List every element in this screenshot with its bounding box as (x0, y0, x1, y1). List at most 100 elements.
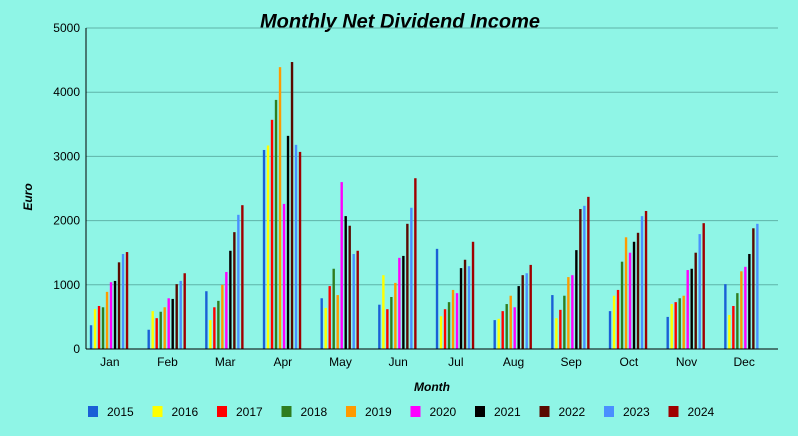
legend-label: 2020 (430, 405, 457, 419)
bar-2019-Oct (624, 237, 628, 349)
bar-2019-Dec (740, 271, 743, 349)
legend-swatch (281, 406, 292, 417)
bar-2022-Feb (175, 284, 178, 349)
legend-label: 2016 (172, 405, 199, 419)
bar-2018-Dec (736, 293, 739, 349)
bar-2022-Nov (694, 252, 697, 349)
bar-2015-Feb (147, 329, 150, 349)
bar-2023-Aug (525, 273, 528, 349)
bar-2015-Aug (493, 320, 496, 349)
bar-2022-Apr (290, 62, 294, 349)
bar-2023-Oct (640, 216, 644, 349)
bar-2016-Jul (439, 316, 443, 349)
legend-label: 2022 (559, 405, 586, 419)
bar-2022-Jan (117, 262, 121, 349)
bar-2015-Jun (378, 304, 381, 349)
bar-2019-Sep (567, 277, 570, 349)
bar-2018-Jun (390, 296, 393, 349)
bar-2016-Nov (670, 304, 673, 349)
y-tick-label: 0 (73, 342, 80, 356)
bar-2023-Jan (121, 253, 125, 349)
bar-2020-Sep (571, 275, 574, 349)
x-tick-label: Dec (733, 355, 754, 369)
bar-2018-Oct (620, 261, 624, 349)
bar-2015-May (320, 298, 323, 349)
bar-2024-Jul (471, 241, 475, 349)
legend-swatch (475, 406, 485, 417)
legend-label: 2023 (623, 405, 650, 419)
legend-swatch (152, 406, 163, 417)
bar-2015-Dec (724, 284, 727, 349)
bar-2022-Oct (636, 232, 640, 349)
bar-2020-Jul (455, 293, 459, 349)
bar-2021-Feb (171, 298, 174, 349)
bar-2022-Mar (233, 232, 236, 349)
legend-swatch (668, 406, 679, 417)
bar-2024-May (356, 250, 359, 349)
bar-2017-May (328, 286, 331, 349)
bar-2019-Feb (163, 307, 166, 349)
legend-label: 2017 (236, 405, 263, 419)
bar-2018-Aug (505, 304, 508, 349)
bar-2023-Apr (294, 144, 298, 349)
bar-2022-Dec (752, 228, 755, 349)
bar-2020-Dec (744, 266, 747, 349)
legend-label: 2021 (494, 405, 521, 419)
bar-2020-Nov (686, 270, 689, 349)
bar-2021-Apr (286, 135, 290, 349)
y-tick-label: 4000 (53, 85, 80, 99)
y-axis-label: Euro (21, 183, 35, 210)
bar-2018-Sep (563, 295, 566, 349)
bar-2019-Jul (451, 289, 455, 349)
bar-2016-Sep (555, 318, 558, 349)
bar-2016-Dec (728, 314, 731, 349)
bar-2017-Sep (559, 309, 562, 349)
bar-2020-May (340, 182, 343, 349)
bar-2024-Apr (298, 151, 302, 349)
bar-2023-Dec (756, 223, 759, 349)
bar-2016-Mar (209, 320, 212, 349)
legend: 2015 2016 2017 2018 2019 2020 2021 2022 2023 2024 (88, 405, 715, 419)
bar-2022-Jul (463, 259, 467, 349)
bar-2023-Feb (179, 280, 182, 349)
bar-2015-Jul (435, 248, 439, 349)
x-tick-label: Apr (273, 355, 292, 369)
bar-2023-Sep (583, 205, 586, 349)
bar-2020-Jan (109, 282, 113, 349)
bar-2015-Sep (551, 295, 554, 349)
bar-2019-Apr (278, 67, 282, 350)
bar-2020-Apr (282, 203, 286, 349)
legend-label: 2018 (301, 405, 328, 419)
bar-2022-Sep (579, 209, 582, 349)
bar-2016-Jun (382, 275, 385, 349)
bar-2016-Aug (497, 318, 500, 349)
bar-2016-May (324, 307, 327, 349)
bar-2015-Jan (89, 325, 93, 349)
chart-title: Monthly Net Dividend Income (260, 11, 540, 33)
legend-swatch (539, 406, 550, 417)
bar-2017-Oct (616, 289, 620, 349)
bar-2023-Nov (698, 234, 701, 349)
bar-2017-Feb (155, 318, 158, 349)
bar-2015-Oct (608, 311, 612, 349)
legend-label: 2024 (688, 405, 715, 419)
x-tick-label: Mar (215, 355, 236, 369)
y-tick-label: 3000 (53, 149, 80, 163)
x-tick-label: Jun (388, 355, 407, 369)
bar-2024-Sep (587, 196, 590, 349)
x-tick-label: May (329, 355, 352, 369)
y-tick-label: 1000 (53, 278, 80, 292)
bar-2019-Aug (509, 295, 512, 349)
bar-2019-Jun (394, 282, 397, 349)
bar-2018-Apr (274, 99, 278, 350)
bar-2018-Jul (447, 302, 451, 349)
bar-2024-Feb (183, 273, 186, 349)
bar-2024-Jun (414, 178, 417, 349)
bar-2016-Apr (266, 145, 270, 349)
bar-2021-Nov (690, 268, 693, 349)
bar-2022-Jun (406, 223, 409, 349)
legend-swatch (346, 406, 356, 417)
bar-2022-May (348, 225, 351, 349)
bar-2015-Apr (262, 149, 266, 349)
